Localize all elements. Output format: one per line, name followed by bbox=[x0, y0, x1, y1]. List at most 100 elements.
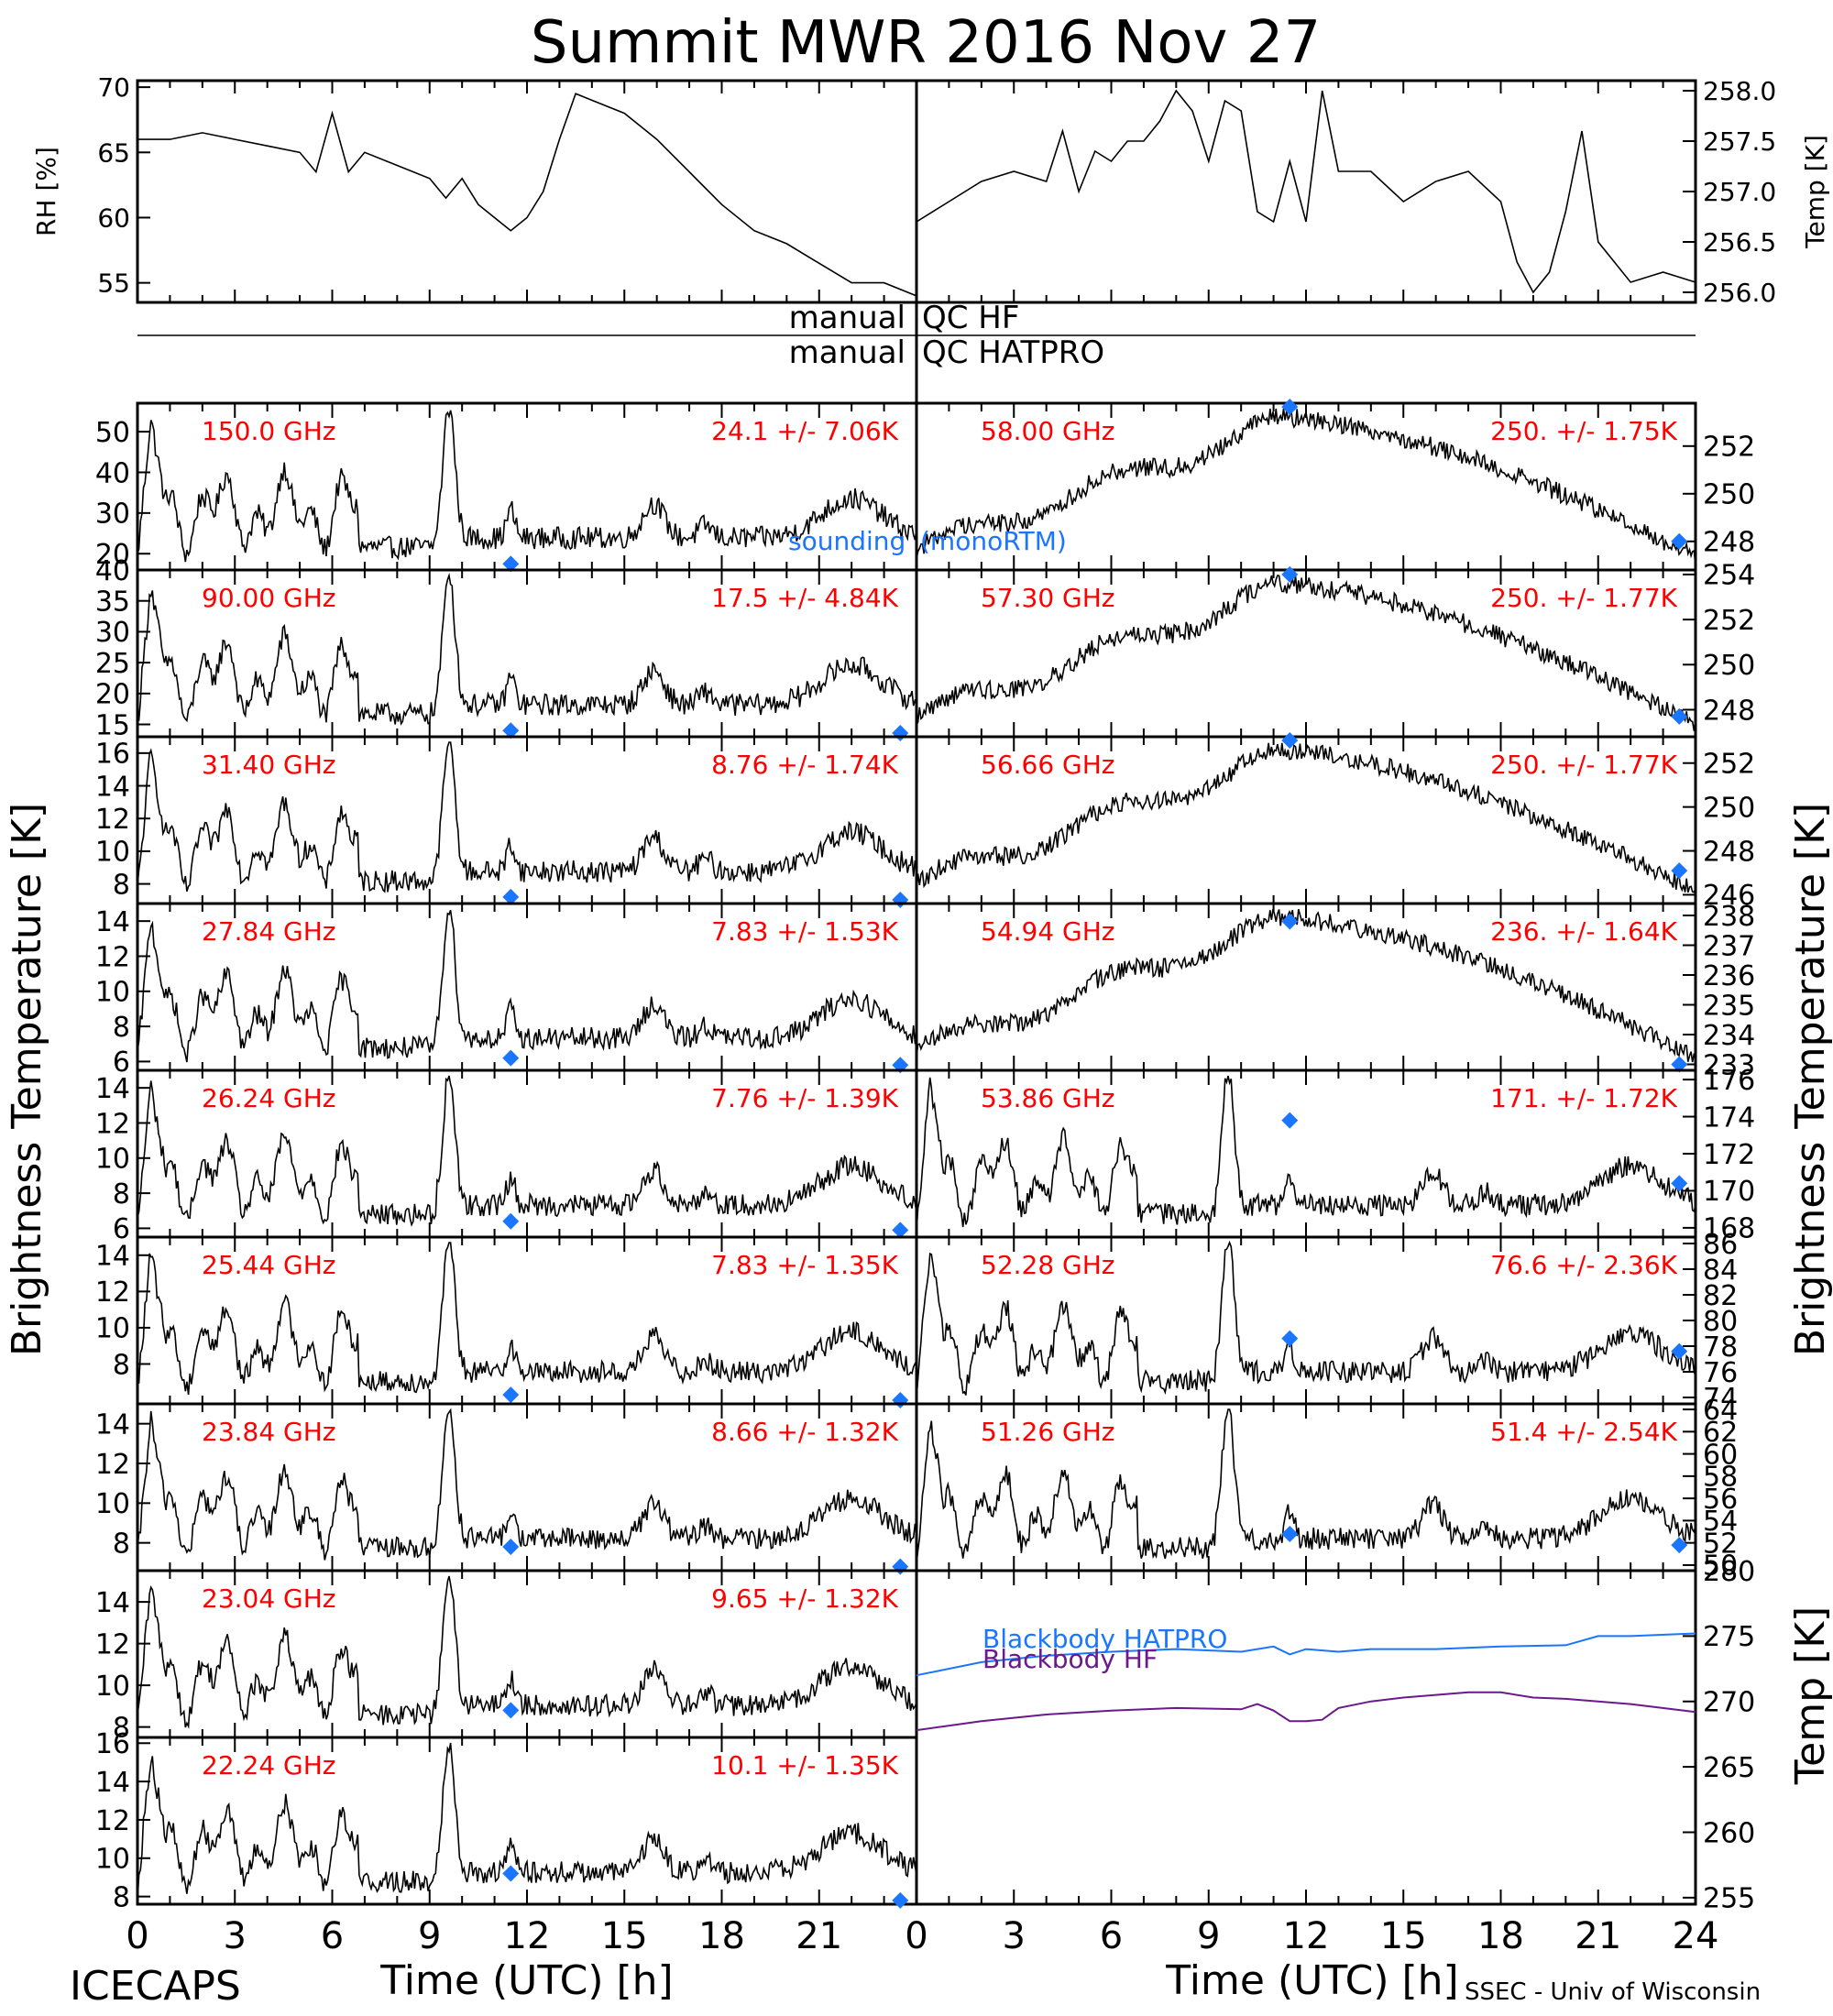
y-tick-label: 233 bbox=[1703, 1049, 1755, 1081]
y-tick-label: 254 bbox=[1703, 560, 1755, 592]
sounding-marker bbox=[1671, 1537, 1688, 1554]
y-tick-label: 256.5 bbox=[1703, 227, 1776, 257]
trace-ch2544 bbox=[137, 1242, 917, 1396]
y-tick-label: 25 bbox=[95, 648, 130, 680]
sounding-marker bbox=[1671, 862, 1688, 880]
y-tick-label: 60 bbox=[97, 203, 130, 234]
y-tick-label: 60 bbox=[1703, 1439, 1738, 1471]
y-tick-label: 12 bbox=[95, 804, 130, 836]
sounding-marker bbox=[1281, 732, 1299, 749]
y-tick-label: 14 bbox=[95, 1587, 130, 1619]
channel-label: 56.66 GHz bbox=[981, 750, 1115, 780]
channel-label: 22.24 GHz bbox=[202, 1750, 336, 1780]
sounding-marker bbox=[502, 722, 520, 740]
y-tick-label: 248 bbox=[1703, 695, 1755, 727]
footer-ssec: SSEC - Univ of Wisconsin bbox=[1465, 1978, 1761, 2006]
trace-ch150 bbox=[137, 410, 917, 563]
trace-ch5228 bbox=[916, 1240, 1696, 1398]
y-tick-label: 10 bbox=[95, 1844, 130, 1876]
y-tick-label: 12 bbox=[95, 1108, 130, 1140]
sounding-marker bbox=[1671, 1175, 1688, 1192]
sounding-marker bbox=[892, 1891, 909, 1909]
blackbody-legend-0: Blackbody HATPRO bbox=[982, 1624, 1227, 1654]
y-tick-label: 50 bbox=[95, 417, 130, 449]
sounding-legend-b: (monoRTM) bbox=[920, 526, 1067, 556]
y-tick-label: 78 bbox=[1703, 1331, 1738, 1364]
y-tick-label: 238 bbox=[1703, 901, 1755, 933]
qc-hf-label: QC HF bbox=[922, 300, 1019, 336]
x-tick-label: 12 bbox=[1283, 1915, 1330, 1957]
y-tick-label: 8 bbox=[113, 1528, 130, 1560]
y-tick-label: 14 bbox=[95, 1408, 130, 1441]
sounding-marker bbox=[1671, 707, 1688, 725]
x-tick-label: 15 bbox=[1380, 1915, 1427, 1957]
y-tick-label: 12 bbox=[95, 1276, 130, 1309]
trace-ch5666 bbox=[916, 742, 1696, 893]
y-tick-label: 12 bbox=[95, 1805, 130, 1837]
y-tick-label: 35 bbox=[95, 586, 130, 619]
temp-axis-label: Temp [K] bbox=[1800, 135, 1830, 249]
y-tick-label: 12 bbox=[95, 1449, 130, 1481]
y-tick-label: 16 bbox=[95, 739, 130, 771]
sounding-marker bbox=[502, 1049, 520, 1067]
y-tick-label: 64 bbox=[1703, 1395, 1738, 1427]
sounding-marker bbox=[1281, 565, 1299, 583]
rh-series-line bbox=[137, 93, 917, 297]
trace-ch2304 bbox=[137, 1575, 917, 1729]
trace-ch2624 bbox=[137, 1075, 917, 1227]
sounding-marker bbox=[1281, 1525, 1299, 1542]
y-tick-label: 62 bbox=[1703, 1417, 1738, 1449]
sounding-marker bbox=[1281, 1330, 1299, 1347]
trace-ch90 bbox=[137, 572, 917, 726]
x-tick-label: 3 bbox=[224, 1915, 247, 1957]
sounding-marker bbox=[502, 1702, 520, 1719]
y-tick-label: 6 bbox=[113, 1213, 130, 1245]
y-tick-label: 174 bbox=[1703, 1101, 1755, 1134]
channel-stats: 7.83 +/- 1.53K bbox=[711, 916, 898, 947]
channel-label: 54.94 GHz bbox=[981, 916, 1115, 947]
x-tick-label: 18 bbox=[1477, 1915, 1524, 1957]
x-tick-label: 0 bbox=[126, 1915, 148, 1957]
y-tick-label: 10 bbox=[95, 1313, 130, 1345]
sounding-marker bbox=[1671, 532, 1688, 550]
y-tick-label: 14 bbox=[95, 1767, 130, 1799]
y-tick-label: 176 bbox=[1703, 1065, 1755, 1097]
y-tick-label: 257.5 bbox=[1703, 126, 1776, 157]
x-axis-title-left: Time (UTC) [h] bbox=[379, 1957, 673, 2004]
qc-hf-prefix: manual bbox=[789, 300, 906, 336]
channel-label: 23.04 GHz bbox=[202, 1583, 336, 1614]
channel-label: 53.86 GHz bbox=[981, 1083, 1115, 1113]
channel-stats: 8.76 +/- 1.74K bbox=[711, 750, 898, 780]
y-tick-label: 237 bbox=[1703, 930, 1755, 962]
x-tick-label: 9 bbox=[418, 1915, 441, 1957]
x-axis-title-right: Time (UTC) [h] bbox=[1165, 1957, 1458, 2004]
y-tick-label: 248 bbox=[1703, 527, 1755, 559]
y-tick-label: 14 bbox=[95, 906, 130, 938]
y-tick-label: 170 bbox=[1703, 1176, 1755, 1208]
x-tick-label: 0 bbox=[905, 1915, 927, 1957]
trace-ch2784 bbox=[137, 910, 917, 1063]
x-tick-label: 6 bbox=[1100, 1915, 1123, 1957]
sounding-marker bbox=[1671, 1342, 1688, 1360]
figure-title: Summit MWR 2016 Nov 27 bbox=[531, 9, 1321, 77]
y-tick-label: 168 bbox=[1703, 1213, 1755, 1245]
y-tick-label: 56 bbox=[1703, 1484, 1738, 1516]
channel-label: 27.84 GHz bbox=[202, 916, 336, 947]
sounding-marker bbox=[1281, 399, 1299, 415]
channel-label: 150.0 GHz bbox=[202, 416, 336, 446]
y-tick-label: 10 bbox=[95, 977, 130, 1009]
y-tick-label: 8 bbox=[113, 1349, 130, 1381]
x-tick-label: 3 bbox=[1003, 1915, 1026, 1957]
y-tick-label: 80 bbox=[1703, 1306, 1738, 1338]
channel-stats: 51.4 +/- 2.54K bbox=[1490, 1417, 1677, 1447]
x-tick-label: 18 bbox=[698, 1915, 745, 1957]
sounding-marker bbox=[502, 1212, 520, 1230]
y-tick-label: 16 bbox=[95, 1728, 130, 1760]
y-tick-label: 8 bbox=[113, 1881, 130, 1913]
y-tick-label: 40 bbox=[95, 555, 130, 587]
channel-stats: 17.5 +/- 4.84K bbox=[711, 583, 898, 613]
y-tick-label: 10 bbox=[95, 1671, 130, 1703]
x-tick-label: 24 bbox=[1673, 1915, 1719, 1957]
channel-label: 26.24 GHz bbox=[202, 1083, 336, 1113]
